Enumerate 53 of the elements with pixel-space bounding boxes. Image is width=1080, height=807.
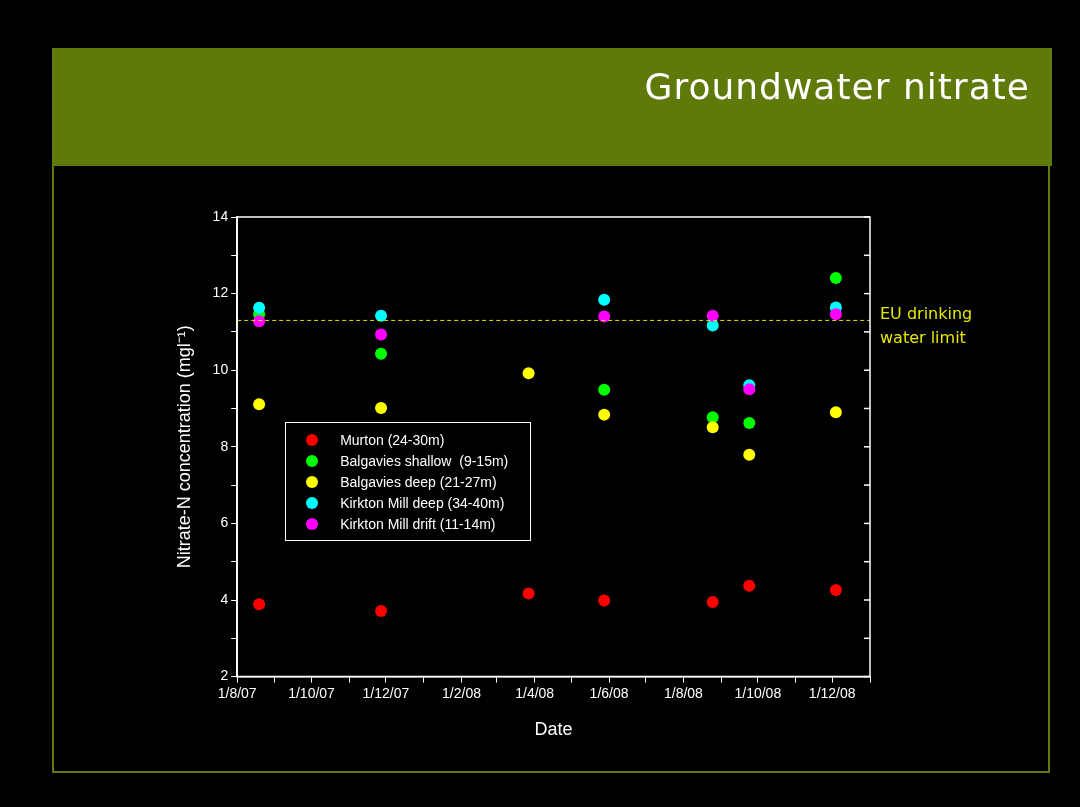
point <box>743 417 756 430</box>
point <box>706 411 719 424</box>
point <box>598 408 611 421</box>
x-tick-label: 1/12/08 <box>808 684 856 701</box>
point <box>253 598 266 611</box>
point <box>743 383 756 396</box>
legend-label: Kirkton Mill deep (34-40m) <box>340 494 505 511</box>
point <box>706 595 719 608</box>
ref-line-label: EU drinking water limit <box>880 303 973 347</box>
x-tick-label: 1/2/08 <box>442 684 482 701</box>
legend-label: Balgavies shallow (9-15m) <box>340 452 509 469</box>
point <box>375 402 388 415</box>
legend-label: Balgavies deep (21-27m) <box>340 473 497 490</box>
point <box>522 367 535 380</box>
y-tick-label: 2 <box>220 667 229 684</box>
point <box>743 448 756 461</box>
y-tick-label: 4 <box>220 590 229 607</box>
point <box>253 398 266 411</box>
point <box>598 293 611 306</box>
point <box>829 406 842 419</box>
y-axis-title: Nitrate-N concentration (mgl⁻¹) <box>173 325 194 569</box>
point <box>375 347 388 360</box>
x-tick-label: 1/4/08 <box>515 684 555 701</box>
x-axis-title: Date <box>534 719 573 740</box>
point <box>253 315 266 328</box>
x-tick-label: 1/10/07 <box>288 684 336 701</box>
point <box>706 309 719 322</box>
y-tick-label: 10 <box>212 361 229 378</box>
x-tick-label: 1/8/08 <box>663 684 704 701</box>
y-tick-label: 6 <box>220 514 229 531</box>
x-tick-label: 1/6/08 <box>589 684 629 701</box>
point <box>598 383 611 396</box>
point <box>829 584 842 597</box>
point <box>598 310 611 323</box>
point <box>375 605 388 618</box>
point <box>598 594 611 607</box>
y-tick-label: 12 <box>212 284 229 301</box>
point <box>829 271 842 284</box>
legend-label: Murton (24-30m) <box>340 431 445 448</box>
chart-title: Groundwater nitrate <box>644 66 1030 107</box>
point <box>522 587 535 600</box>
point <box>706 421 719 434</box>
point <box>253 301 266 314</box>
y-tick-label: 8 <box>220 437 229 454</box>
y-tick-label: 14 <box>212 207 229 224</box>
point <box>829 308 842 321</box>
x-tick-label: 1/12/07 <box>362 684 410 701</box>
point <box>375 328 388 341</box>
x-tick-label: 1/10/08 <box>734 684 782 701</box>
point <box>375 309 388 322</box>
legend-label: Kirkton Mill drift (11-14m) <box>340 515 496 532</box>
point <box>743 579 756 592</box>
x-tick-label: 1/8/07 <box>217 684 257 701</box>
